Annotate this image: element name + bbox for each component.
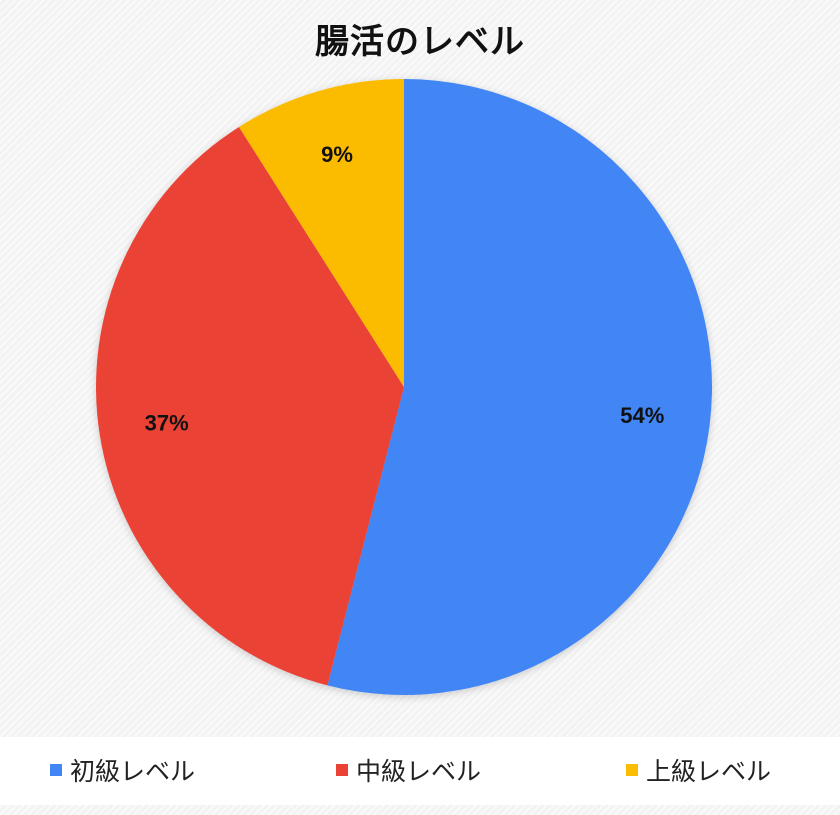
legend-swatch-intermediate (336, 764, 348, 776)
chart-title: 腸活のレベル (315, 22, 525, 62)
slice-label-intermediate: 37% (145, 410, 189, 435)
legend-label-advanced: 上級レベル (646, 757, 772, 786)
pie-slice-beginner (327, 79, 713, 695)
legend-label-intermediate: 中級レベル (356, 757, 482, 786)
legend-swatch-advanced (626, 764, 638, 776)
pie-slice-advanced (238, 79, 404, 387)
chart-legend: 初級レベル 中級レベル 上級レベル (0, 737, 840, 805)
slice-label-advanced: 9% (321, 142, 353, 167)
legend-label-beginner: 初級レベル (70, 757, 196, 786)
legend-item-beginner: 初級レベル (50, 755, 196, 786)
pie-plot-area: 54% 37% 9% (96, 79, 713, 695)
pie-slice-intermediate (96, 126, 405, 686)
slice-label-beginner: 54% (620, 403, 664, 428)
legend-swatch-beginner (50, 764, 62, 776)
legend-item-advanced: 上級レベル (626, 755, 772, 786)
legend-item-intermediate: 中級レベル (336, 755, 482, 786)
